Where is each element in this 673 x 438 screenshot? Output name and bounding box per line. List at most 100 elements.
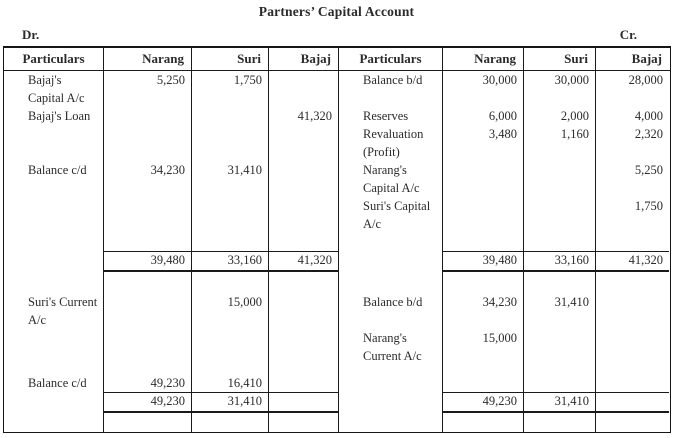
amount-cell [192,197,269,215]
amount-cell: 41,320 [269,107,339,125]
amount-cell [443,347,524,365]
table-row: Capital A/c [4,179,670,197]
amount-cell [269,392,339,413]
table-row: Narang's 15,000 [4,329,670,347]
amount-cell: 41,320 [596,251,669,272]
particulars-cell [4,251,104,272]
amount-cell [524,197,596,215]
particulars-cell [339,374,443,392]
particulars-cell [4,392,104,413]
amount-cell [104,311,192,329]
spacer-row [4,272,670,293]
amount-cell [596,233,669,251]
table-row: Suri's Capital 1,750 [4,197,670,215]
amount-cell [192,143,269,161]
table-row: Balance c/d 49,230 16,410 [4,374,670,392]
amount-cell [596,179,669,197]
amount-cell [596,347,669,365]
amount-cell [443,374,524,392]
amount-cell [596,374,669,392]
header-suri-dr: Suri [192,48,269,70]
amount-cell [443,197,524,215]
particulars-cell: Narang's [339,329,443,347]
amount-cell [104,233,192,251]
amount-cell [192,329,269,347]
table-row: A/c [4,215,670,233]
amount-cell [192,413,269,432]
table-header-row: Particulars Narang Suri Bajaj Particular… [4,48,670,71]
particulars-cell: Current A/c [339,347,443,365]
amount-cell [443,413,524,432]
amount-cell [104,125,192,143]
amount-cell [524,413,596,432]
amount-cell [269,293,339,311]
particulars-cell: Balance b/d [339,71,443,89]
amount-cell [192,89,269,107]
amount-cell [524,311,596,329]
amount-cell [104,413,192,432]
particulars-cell: Reserves [339,107,443,125]
amount-cell [104,347,192,365]
amount-cell [269,365,339,374]
amount-cell [192,179,269,197]
particulars-cell [339,251,443,272]
amount-cell [269,272,339,293]
particulars-cell [4,272,104,293]
amount-cell [443,179,524,197]
amount-cell: 49,230 [104,374,192,392]
amount-cell [443,215,524,233]
amount-cell [524,161,596,179]
amount-cell [443,89,524,107]
particulars-cell: A/c [4,311,104,329]
table-row: A/c [4,311,670,329]
table-row: Bajaj's 5,250 1,750 Balance b/d 30,000 30,000… [4,71,670,89]
amount-cell: 16,410 [192,374,269,392]
amount-cell [596,392,669,413]
particulars-cell [4,329,104,347]
totals-row: 49,230 31,410 49,230 31,410 [4,392,670,413]
amount-cell [269,215,339,233]
amount-cell: 1,160 [524,125,596,143]
header-bajaj-dr: Bajaj [269,48,339,70]
amount-cell [192,215,269,233]
amount-cell [524,329,596,347]
spacer-row [4,365,670,374]
particulars-cell: Bajaj's [4,71,104,89]
amount-cell: 2,320 [634,127,663,141]
amount-cell [443,311,524,329]
cr-label: Cr. [619,27,637,42]
amount-cell [524,179,596,197]
amount-cell: 41,320 [269,251,339,272]
amount-cell [269,347,339,365]
particulars-cell [339,89,443,107]
amount-cell [596,365,669,374]
particulars-cell: Suri's Current [4,293,104,311]
table-row: (Profit) [4,143,670,161]
amount-cell: 15,000 [443,329,524,347]
particulars-cell: A/c [339,215,443,233]
amount-cell [269,125,339,143]
particulars-cell [339,365,443,374]
amount-cell: 31,410 [524,293,596,311]
amount-cell: 49,230 [104,392,192,413]
amount-cell: 30,000 [443,71,524,89]
amount-cell: 1,750 [192,71,269,89]
amount-cell [269,161,339,179]
amount-cell [192,365,269,374]
amount-cell [269,143,339,161]
spacer-row [4,413,670,432]
header-narang-dr: Narang [104,48,192,70]
amount-cell [524,233,596,251]
particulars-cell [4,233,104,251]
amount-cell [443,143,524,161]
amount-cell [192,272,269,293]
amount-cell [104,89,192,107]
particulars-cell: Capital A/c [339,179,443,197]
amount-cell: 5,250 [104,71,192,89]
amount-cell [269,197,339,215]
amount-cell [192,233,269,251]
amount-cell: 31,410 [524,392,596,413]
amount-cell [192,347,269,365]
spacer-row [4,233,670,251]
